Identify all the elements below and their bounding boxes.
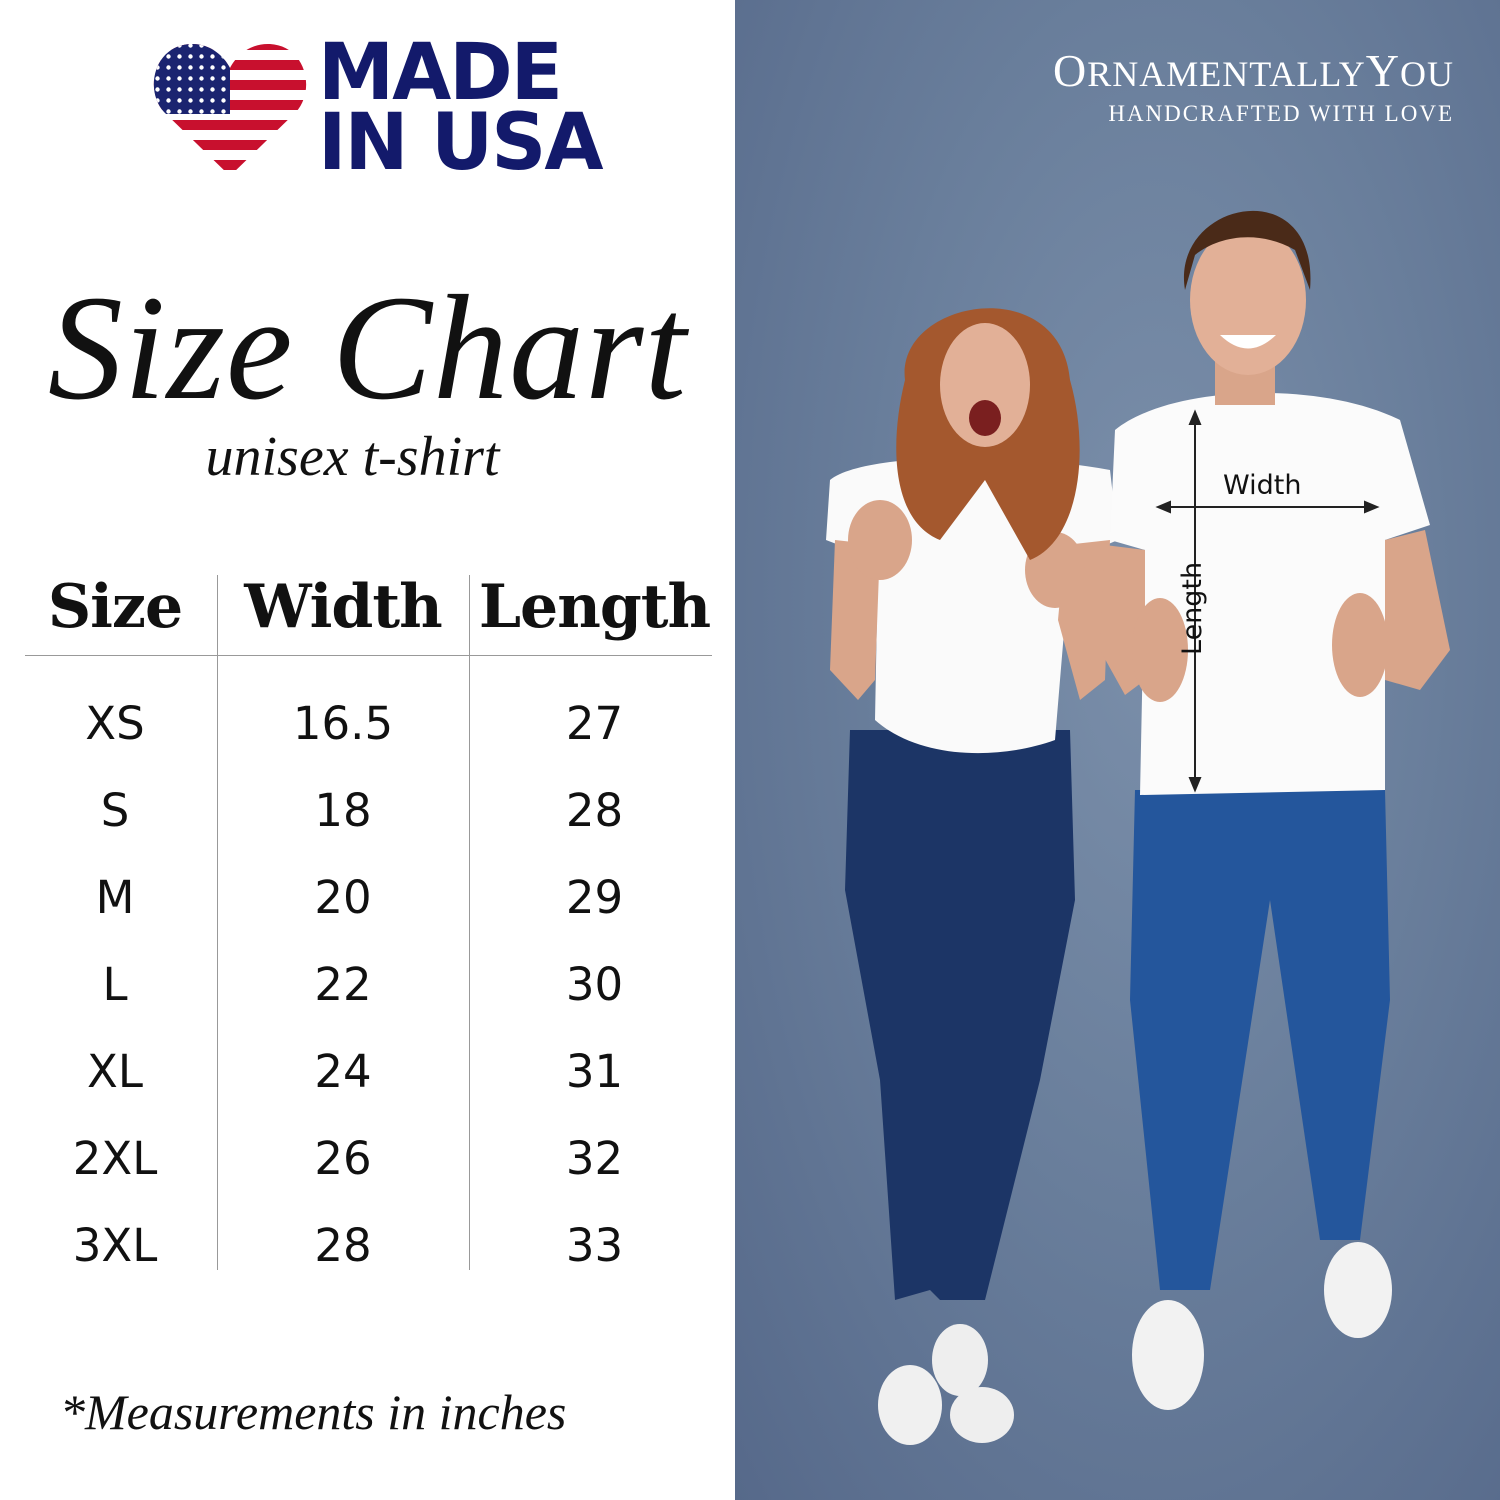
- cell-width: 20: [314, 871, 372, 924]
- header-divider: [25, 655, 712, 656]
- brand-tagline: HANDCRAFTED WITH LOVE: [1108, 101, 1454, 126]
- length-label: Length: [1177, 561, 1208, 655]
- header-length: Length: [478, 572, 711, 642]
- column-divider: [469, 575, 470, 1270]
- header-size: Size: [47, 572, 183, 642]
- cell-size: S: [100, 784, 130, 837]
- cell-length: 28: [565, 784, 624, 837]
- cell-length: 27: [565, 697, 624, 750]
- cell-size: XS: [85, 697, 145, 750]
- cell-size: M: [95, 871, 135, 924]
- woman-figure: [826, 308, 1118, 1445]
- models-illustration: [826, 210, 1450, 1445]
- cell-size: 3XL: [72, 1219, 158, 1272]
- cell-length: 29: [565, 871, 624, 924]
- measurement-arrows: [1155, 409, 1380, 793]
- column-divider: [217, 575, 218, 1270]
- logo-line-1: MADE: [318, 28, 563, 118]
- cell-width: 26: [314, 1132, 372, 1185]
- usa-flag-heart-icon: [153, 43, 307, 176]
- cell-length: 30: [565, 958, 624, 1011]
- cell-width: 24: [314, 1045, 372, 1098]
- cell-length: 33: [565, 1219, 624, 1272]
- cell-size: 2XL: [72, 1132, 158, 1185]
- cell-width: 28: [314, 1219, 372, 1272]
- man-figure: [1100, 210, 1450, 1410]
- footnote: *Measurements in inches: [60, 1384, 567, 1440]
- page-title: Size Chart: [47, 265, 688, 431]
- size-chart-panel: MADE IN USA Size Chart unisex t-shirt Si…: [0, 0, 735, 1500]
- model-photo: Width Length ORNAMENTALLYYOU HANDCRAFTED…: [735, 0, 1500, 1500]
- cell-width: 18: [314, 784, 372, 837]
- page-subtitle: unisex t-shirt: [205, 426, 500, 488]
- cell-size: XL: [87, 1045, 143, 1098]
- header-width: Width: [244, 572, 442, 642]
- width-label: Width: [1223, 470, 1302, 501]
- cell-size: L: [102, 958, 128, 1011]
- cell-width: 22: [314, 958, 372, 1011]
- cell-width: 16.5: [292, 697, 394, 750]
- logo-line-2: IN USA: [318, 98, 604, 188]
- cell-length: 31: [565, 1045, 624, 1098]
- made-in-usa-logo: MADE IN USA: [318, 28, 604, 188]
- brand-logo: ORNAMENTALLYYOU: [1053, 45, 1454, 96]
- cell-length: 32: [565, 1132, 624, 1185]
